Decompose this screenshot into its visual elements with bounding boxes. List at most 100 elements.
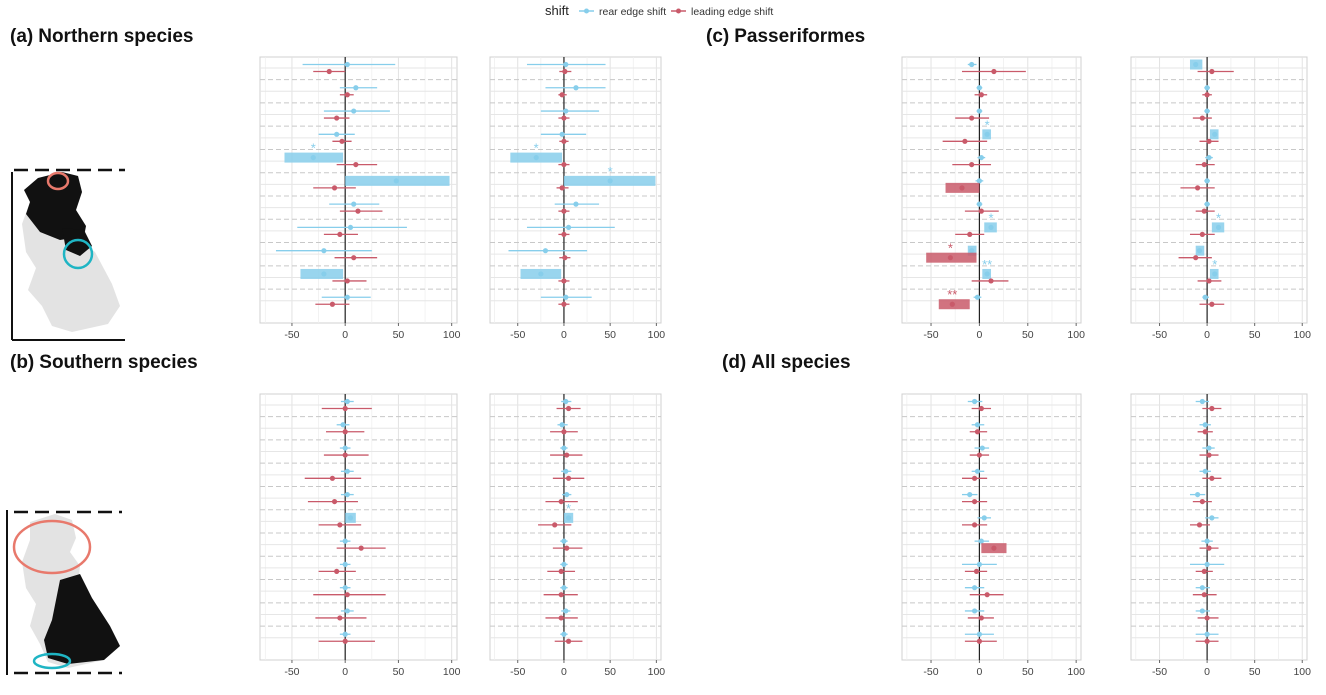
rear-estimate-point	[344, 294, 350, 300]
rear-estimate-point	[563, 108, 569, 114]
x-tick-label: 0	[561, 329, 567, 341]
leading-estimate-point	[342, 429, 348, 435]
rear-estimate-point	[979, 445, 985, 451]
leading-estimate-point	[562, 68, 568, 75]
rear-estimate-point	[1209, 515, 1215, 521]
map-presence-south	[44, 574, 120, 664]
plot-frame	[259, 393, 458, 661]
leading-estimate-point	[967, 231, 973, 238]
rear-estimate-point	[1204, 85, 1210, 91]
leading-estimate-point	[342, 452, 348, 458]
leading-significance: *	[948, 241, 953, 256]
subplot-mainland: -50 0 50 100 *	[489, 393, 665, 678]
x-tick-label: -50	[284, 329, 299, 341]
rear-estimate-point	[969, 248, 975, 254]
legend-label-rear: rear edge shift	[599, 6, 666, 18]
legend: shift rear edge shift leading edge shift	[545, 3, 773, 18]
plot-frame	[1130, 56, 1308, 324]
map-inset-northern	[11, 168, 125, 341]
rear-estimate-point	[1199, 585, 1205, 591]
leading-estimate-point	[561, 208, 567, 214]
leading-estimate-point	[344, 278, 350, 284]
rear-estimate-point	[1202, 422, 1208, 428]
rear-estimate-point	[310, 154, 316, 161]
leading-estimate-point	[1196, 522, 1203, 528]
rear-estimate-point	[1212, 271, 1218, 277]
leading-estimate-point	[342, 405, 348, 412]
leading-estimate-point	[558, 498, 564, 505]
rear-estimate-point	[1204, 538, 1210, 544]
plot-frame	[1130, 393, 1308, 661]
leading-estimate-point	[561, 138, 567, 144]
rear-estimate-point	[573, 85, 579, 91]
plot-frame	[901, 393, 1082, 661]
leading-estimate-point	[564, 545, 570, 551]
leading-estimate-point	[969, 161, 975, 168]
rear-significance: *	[566, 501, 571, 516]
rear-estimate-point	[1194, 491, 1201, 498]
leading-estimate-point	[331, 185, 338, 191]
leading-estimate-point	[1202, 429, 1208, 435]
x-tick-label: 50	[1022, 666, 1034, 678]
leading-estimate-point	[971, 522, 978, 528]
rear-estimate-point	[321, 248, 327, 254]
rear-estimate-point	[974, 468, 981, 474]
rear-estimate-point	[321, 271, 327, 277]
x-tick-label: 0	[976, 329, 982, 341]
leading-estimate-point	[561, 161, 567, 168]
leading-estimate-point	[1209, 405, 1215, 412]
x-tick-label: 100	[1293, 329, 1311, 341]
rear-estimate-point	[976, 108, 983, 114]
rear-estimate-point	[347, 224, 354, 231]
x-tick-label: -50	[284, 666, 299, 678]
x-tick-label: 100	[1067, 666, 1085, 678]
rear-estimate-point	[342, 631, 348, 637]
leading-estimate-point	[1209, 301, 1215, 307]
rear-estimate-point	[561, 445, 567, 451]
x-tick-label: 0	[561, 666, 567, 678]
rear-estimate-point	[1193, 61, 1199, 68]
leading-estimate-point	[978, 615, 984, 621]
rear-estimate-point	[984, 131, 990, 137]
rear-estimate-point	[342, 585, 348, 591]
leading-estimate-point	[1209, 475, 1215, 481]
rear-estimate-point	[1206, 154, 1212, 161]
leading-estimate-point	[947, 255, 953, 261]
rear-estimate-point	[561, 538, 567, 544]
leading-estimate-point	[949, 301, 955, 307]
rear-estimate-point	[607, 178, 613, 184]
leading-estimate-point	[561, 429, 567, 435]
rear-estimate-point	[984, 271, 990, 277]
rear-estimate-point	[969, 61, 975, 68]
rear-estimate-point	[351, 108, 357, 114]
legend-dot-leading	[676, 8, 681, 14]
rear-estimate-point	[344, 398, 350, 405]
rear-significance: *	[311, 141, 316, 156]
rear-estimate-point	[344, 608, 350, 614]
legend-label-leading: leading edge shift	[691, 6, 773, 18]
x-tick-label: 50	[1249, 329, 1261, 341]
rear-estimate-point	[563, 398, 569, 405]
rear-estimate-point	[344, 468, 350, 474]
rear-estimate-point	[1204, 178, 1210, 184]
rear-estimate-point	[342, 445, 348, 451]
x-tick-label: 50	[604, 329, 616, 341]
rear-estimate-point	[974, 422, 981, 428]
leading-estimate-point	[988, 278, 994, 284]
rear-estimate-point	[334, 131, 340, 137]
leading-estimate-point	[978, 405, 984, 412]
rear-estimate-point	[1202, 294, 1208, 300]
rear-significance: *	[534, 141, 539, 156]
rear-estimate-point	[393, 178, 399, 184]
leading-estimate-point	[959, 185, 965, 191]
leading-estimate-point	[561, 301, 567, 307]
map-inset-southern	[6, 510, 122, 675]
rear-estimate-point	[1212, 131, 1218, 137]
leading-estimate-point	[1204, 615, 1210, 621]
x-tick-label: 50	[393, 666, 405, 678]
leading-estimate-point	[971, 498, 978, 505]
rear-estimate-point	[561, 561, 567, 568]
legend-item-leading: leading edge shift	[671, 6, 773, 18]
rear-estimate-point	[976, 178, 983, 184]
rear-estimate-point	[971, 608, 978, 614]
